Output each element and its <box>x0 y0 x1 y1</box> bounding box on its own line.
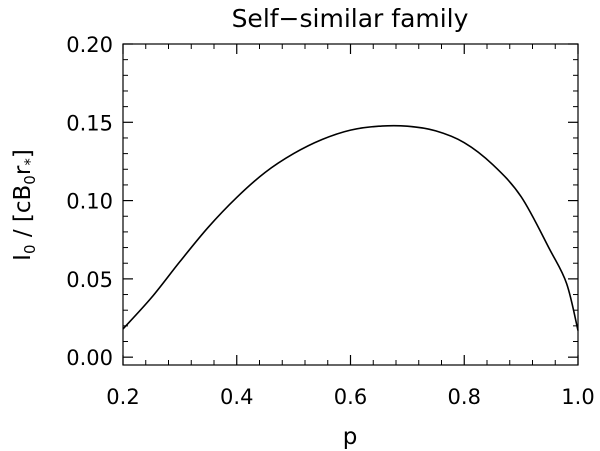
tick-labels: 0.2 0.4 0.6 0.8 1.0 0.00 0.05 0.10 0.15 0.20 <box>66 33 594 409</box>
y-tick-label: 0.20 <box>66 33 113 57</box>
axis-ticks <box>122 43 579 365</box>
x-tick-label: 0.4 <box>220 385 253 409</box>
y-tick-label: 0.00 <box>66 346 113 370</box>
plot-frame <box>122 43 579 366</box>
x-tick-label: 1.0 <box>561 385 594 409</box>
x-tick-label: 0.8 <box>448 385 481 409</box>
x-tick-label: 0.6 <box>334 385 367 409</box>
y-tick-label: 0.10 <box>66 190 113 214</box>
series-layer <box>122 124 579 331</box>
x-axis-label: p <box>343 424 358 450</box>
y-tick-label: 0.05 <box>66 268 113 292</box>
x-tick-label: 0.2 <box>106 385 139 409</box>
y-axis-label: I0 / [cB0r*] <box>10 149 39 261</box>
y-tick-label: 0.15 <box>66 111 113 135</box>
chart-title: Self−similar family <box>232 4 469 33</box>
series-line <box>122 124 579 331</box>
